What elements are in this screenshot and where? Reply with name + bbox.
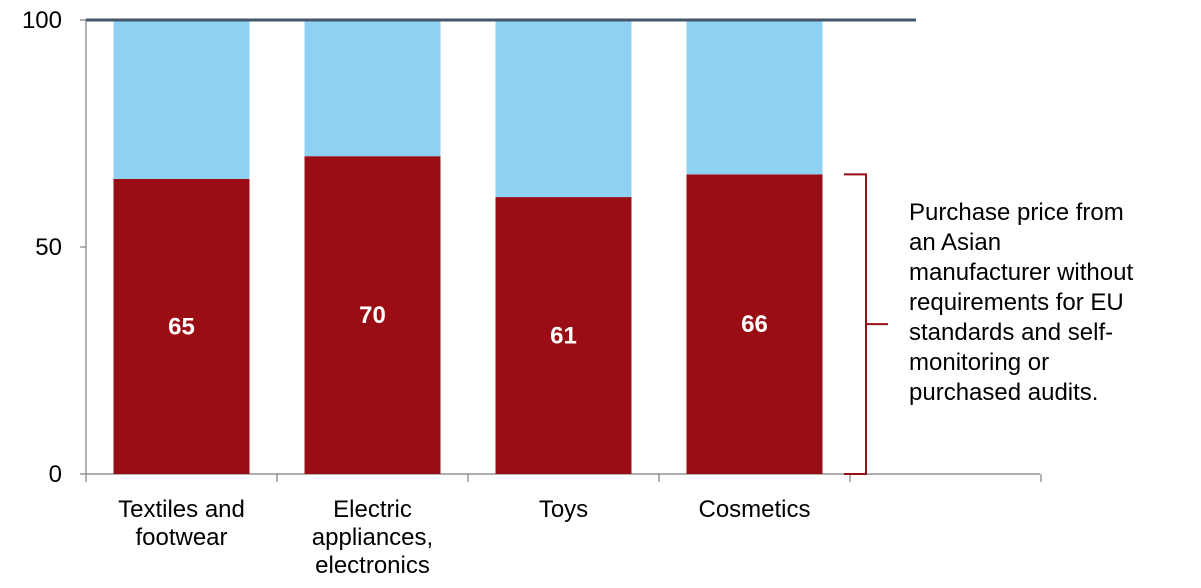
annotation-text-line: purchased audits. [909, 379, 1098, 406]
annotation-text-line: manufacturer without [909, 259, 1133, 286]
y-tick-label: 0 [49, 461, 62, 488]
y-tick-label: 100 [22, 7, 62, 34]
bar-segment-upper [304, 20, 441, 157]
bar-segment-lower [113, 178, 250, 474]
annotation-text-line: monitoring or [909, 349, 1049, 376]
bar-segment-upper [686, 20, 823, 175]
data-label: 61 [550, 323, 577, 350]
annotation-text-line: requirements for EU [909, 289, 1124, 316]
data-label: 70 [359, 302, 386, 329]
bar-segment-lower [304, 156, 441, 474]
x-category-label: appliances, [312, 524, 433, 551]
annotation-text-line: Purchase price from [909, 199, 1124, 226]
x-category-label: Textiles and [118, 496, 245, 523]
bar-segment-upper [495, 20, 632, 198]
x-category-label: Electric [333, 496, 412, 523]
annotation-text-line: an Asian [909, 229, 1001, 256]
annotation-text-line: standards and self- [909, 319, 1113, 346]
x-category-label: Toys [539, 496, 588, 523]
bar-segment-lower [686, 174, 823, 475]
bar-segment-lower [495, 197, 632, 474]
x-category-label: footwear [135, 524, 227, 551]
data-label: 66 [741, 311, 768, 338]
bar-segment-upper [113, 20, 250, 179]
x-category-label: electronics [315, 552, 430, 579]
annotation-bracket [844, 173, 888, 475]
x-category-label: Cosmetics [698, 496, 810, 523]
data-label: 65 [168, 313, 195, 340]
y-tick-label: 50 [35, 234, 62, 261]
